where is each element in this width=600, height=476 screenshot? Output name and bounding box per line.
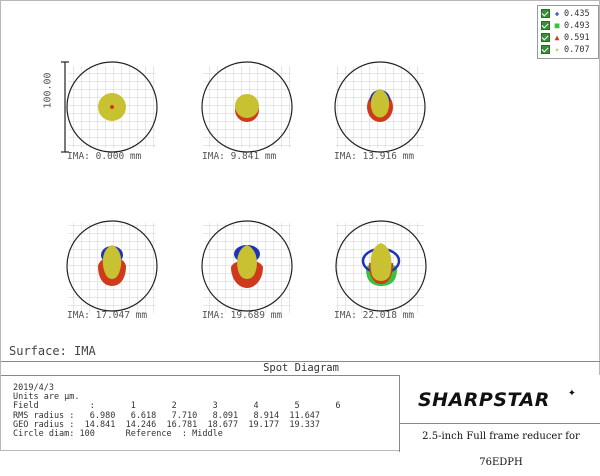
spot-yellow-4 [102,245,122,279]
yellow-star-icon: ✦ [554,44,560,54]
info-circle-row: Circle diam: 100 Reference : Middle [13,428,223,439]
spot-center-1 [110,105,114,109]
logo-box: SHARPSTAR ✦ 2.5-inch Full frame reducer … [399,375,600,468]
legend-row-2[interactable]: ■ 0.493 [541,20,590,31]
spot-yellow-2 [235,94,259,118]
field-label-6: IMA: 22.018 mm [334,310,415,321]
spot-cell-1 [66,61,158,153]
spot-yellow-3 [370,89,390,118]
spot-cell-3 [334,61,426,153]
star-icon: ✦ [568,385,576,400]
spot-diagram-plot [61,61,427,313]
spot-yellow-6 [370,243,392,281]
airy-circle-3 [334,61,426,153]
legend-value-3: 0.591 [564,32,590,43]
spot-cell-5 [201,220,293,313]
legend-value-2: 0.493 [564,20,590,31]
divider [1,375,600,376]
legend-checkbox-4[interactable] [541,45,550,54]
info-field-row: Field : 1 2 3 4 5 6 [13,401,341,412]
legend-row-4[interactable]: ✦ 0.707 [541,44,590,55]
green-square-icon: ■ [554,20,560,30]
legend-checkbox-2[interactable] [541,21,550,30]
divider [1,361,600,362]
info-geo-row: GEO radius : 14.841 14.246 16.781 18.677… [13,419,321,430]
field-label-3: IMA: 13.916 mm [334,151,415,162]
legend-checkbox-3[interactable] [541,33,550,42]
diagram-title: Spot Diagram [263,362,339,374]
spot-yellow-5 [237,245,257,279]
spot-cell-2 [201,61,293,153]
spot-cell-4 [66,220,158,313]
airy-circle-6 [335,220,427,312]
airy-circle-1 [66,61,158,153]
scale-bar [61,61,69,153]
product-subtitle: 2.5-inch Full frame reducer for 76EDPH [400,423,600,468]
red-triangle-icon: ▲ [554,32,560,42]
legend-checkbox-1[interactable] [541,9,550,18]
field-label-5: IMA: 19.689 mm [202,310,283,321]
field-label-2: IMA: 9.841 mm [202,151,277,162]
logo-text: SHARPSTAR [418,389,550,411]
legend-row-1[interactable]: ✚ 0.435 [541,8,590,19]
legend-row-3[interactable]: ▲ 0.591 [541,32,590,43]
wavelength-legend: ✚ 0.435 ■ 0.493 ▲ 0.591 ✦ 0.707 [537,5,599,59]
legend-value-4: 0.707 [564,44,590,55]
info-rms-row: RMS radius : 6.980 6.618 7.710 8.091 8.9… [13,410,321,421]
airy-circle-4 [66,220,158,312]
scale-label: 100.00 [42,72,54,109]
info-units: Units are µm. [13,392,80,403]
airy-circle-2 [201,61,293,153]
field-label-1: IMA: 0.000 mm [67,151,142,162]
spot-diagram-window: 100.00 IMA: 0.000 mm IMA: 9.841 mm IMA: … [0,0,600,451]
sharpstar-logo: SHARPSTAR ✦ [418,385,598,419]
legend-value-1: 0.435 [564,8,590,19]
info-panel: 2019/4/3 Units are µm. Field : 1 2 3 4 5… [13,383,341,439]
blue-cross-icon: ✚ [554,8,560,18]
surface-label: Surface: IMA [9,344,96,358]
field-label-4: IMA: 17.047 mm [67,310,148,321]
info-date: 2019/4/3 [13,383,54,393]
airy-circle-5 [201,220,293,312]
spot-cell-6 [335,220,427,313]
